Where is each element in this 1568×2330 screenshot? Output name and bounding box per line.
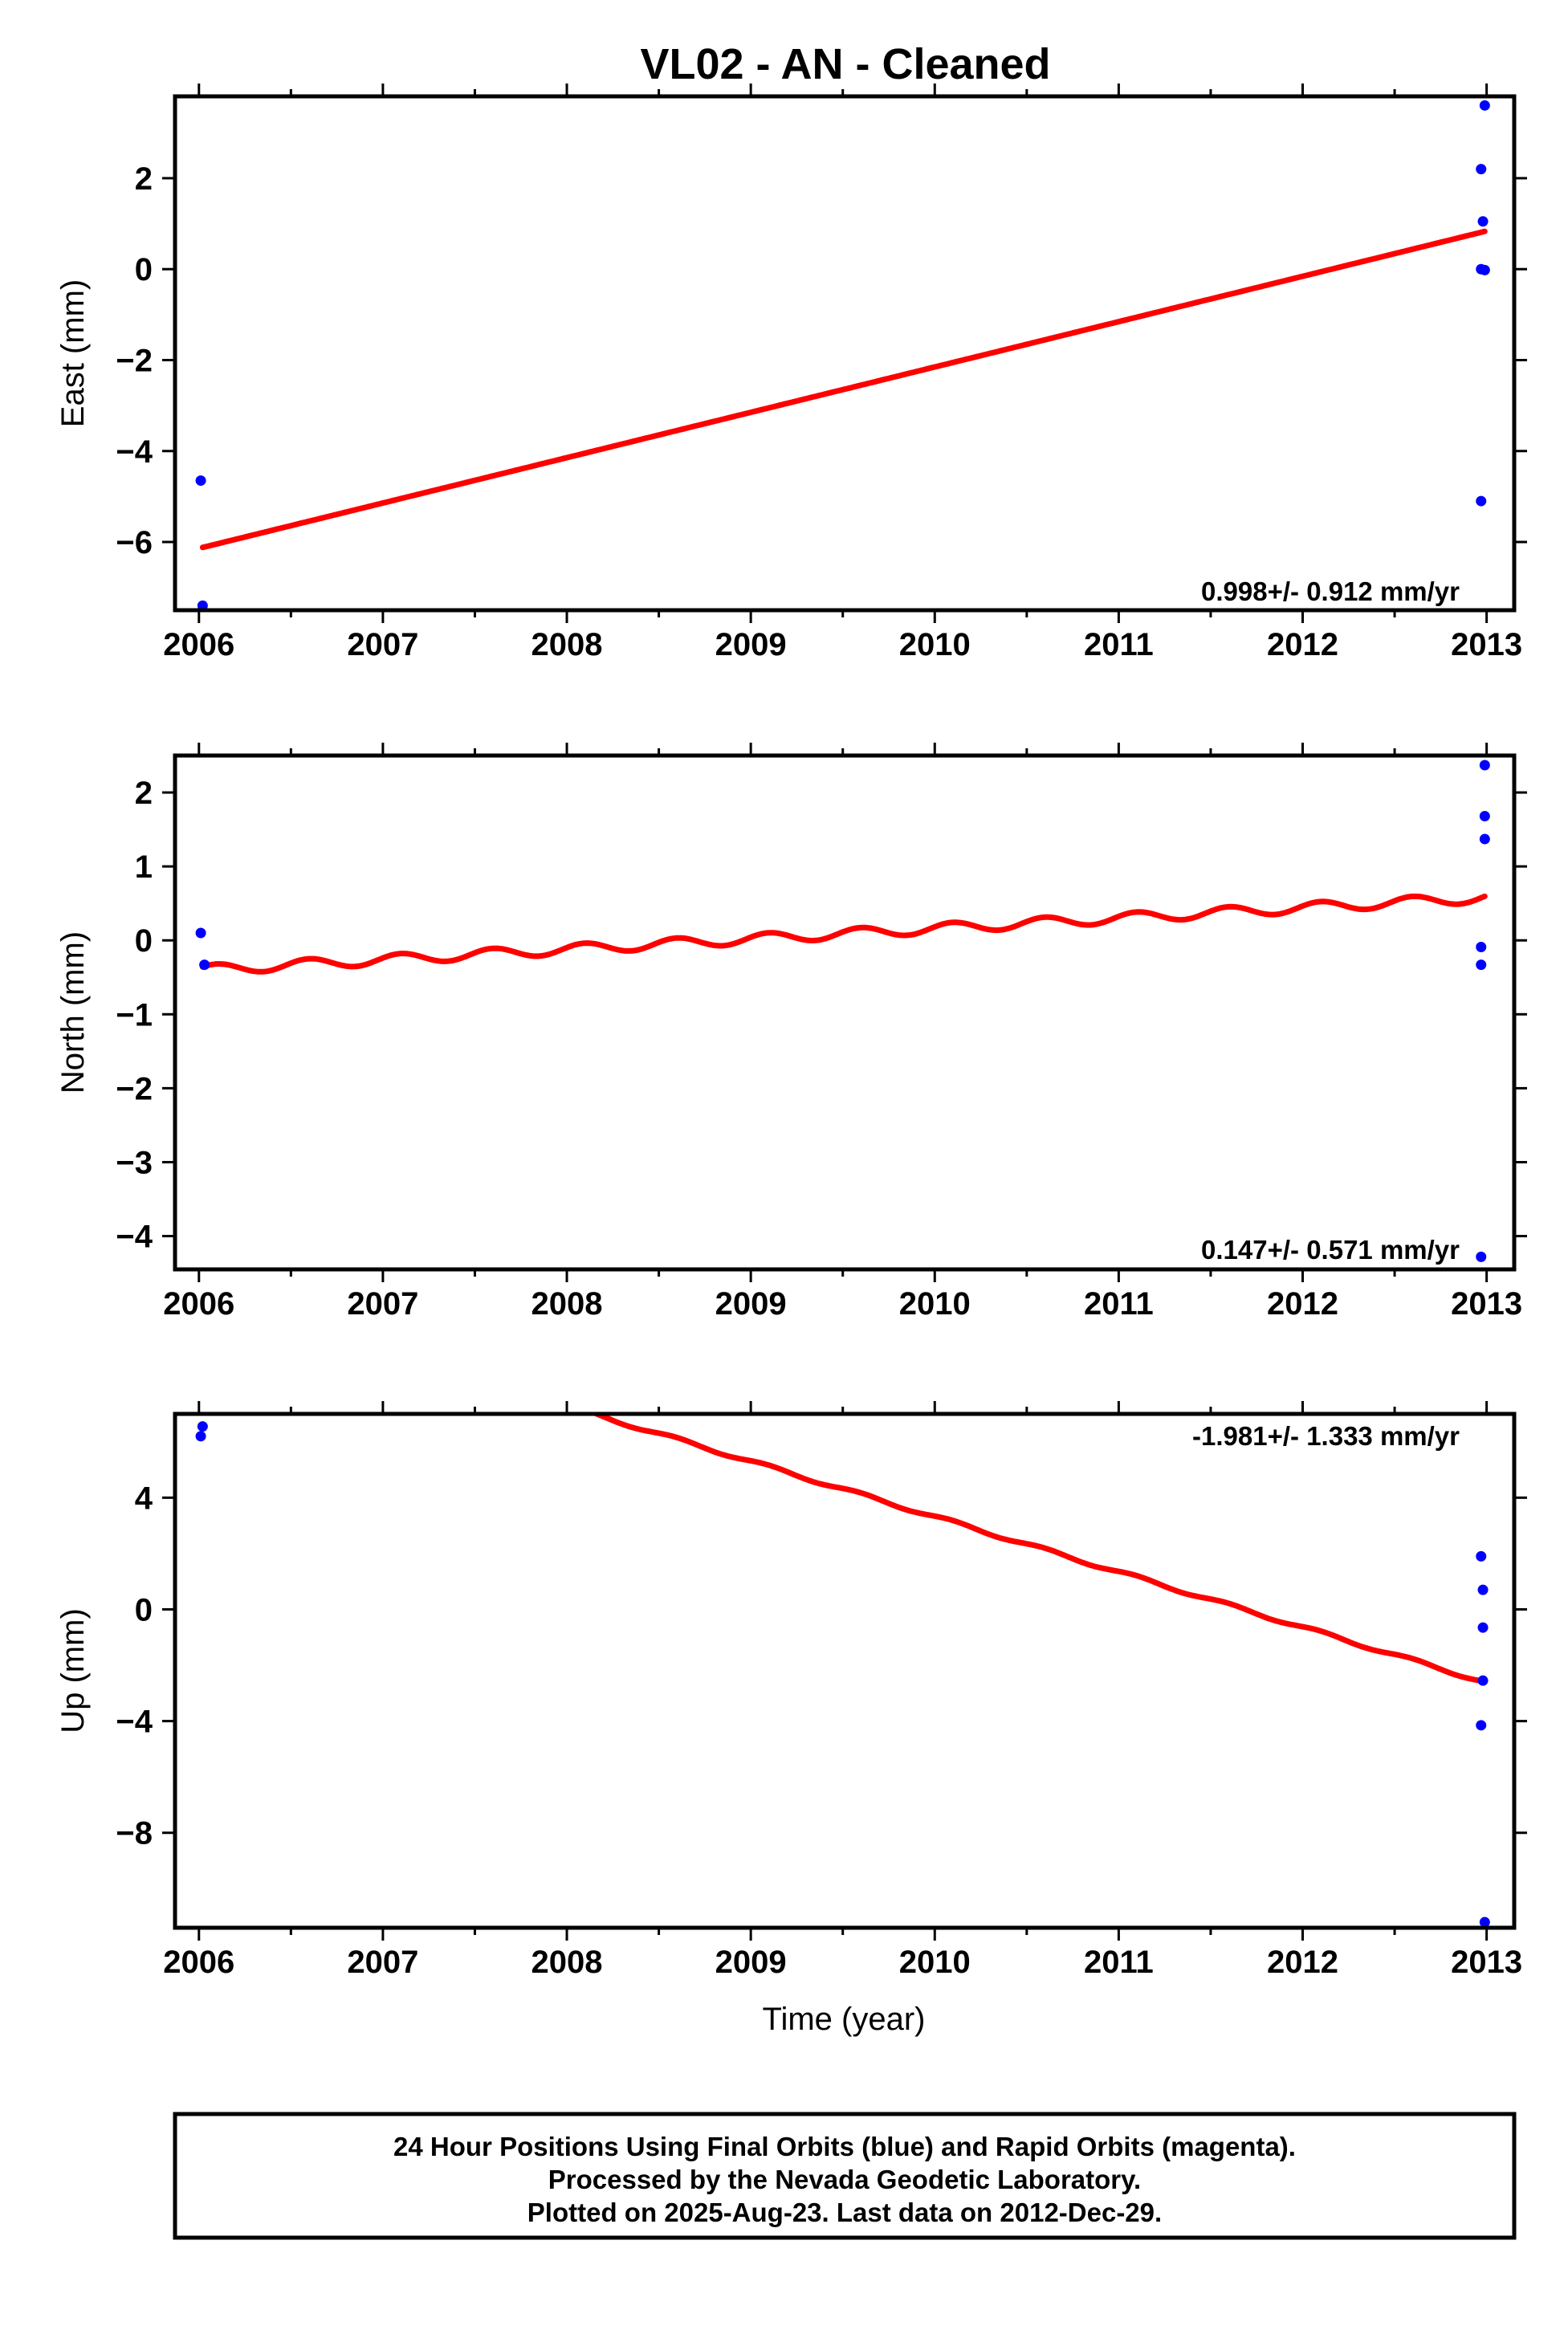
footer-box: 24 Hour Positions Using Final Orbits (bl… xyxy=(173,2112,1517,2240)
east-data-point xyxy=(1479,100,1490,111)
up-data-point xyxy=(1477,1675,1489,1686)
up-plot-frame xyxy=(173,1411,1517,1930)
east-x-tick-label: 2013 xyxy=(1451,627,1522,662)
up-x-tick-label: 2007 xyxy=(347,1945,418,1980)
up-y-axis-label: Up (mm) xyxy=(55,1608,91,1733)
east-x-tick-label: 2010 xyxy=(899,627,971,662)
east-ticks: 2006 2007 2008 2009 2010 2011 2012 2013 2 0 −2 −4 −6 xyxy=(116,84,1527,662)
footer-line-3: Plotted on 2025-Aug-23. Last data on 201… xyxy=(527,2198,1162,2227)
north-x-tick-label: 2013 xyxy=(1451,1286,1522,1322)
north-y-tick-label: −3 xyxy=(116,1145,153,1180)
east-x-tick-label: 2012 xyxy=(1267,627,1338,662)
up-y-tick-label: −8 xyxy=(116,1816,153,1851)
up-points xyxy=(195,1421,1490,1928)
north-x-tick-label: 2010 xyxy=(899,1286,971,1322)
up-x-tick-label: 2013 xyxy=(1451,1945,1522,1980)
east-y-axis-label: East (mm) xyxy=(55,279,91,427)
east-rate-annotation: 0.998+/- 0.912 mm/yr xyxy=(1201,576,1460,606)
east-x-tick-label: 2007 xyxy=(347,627,418,662)
north-data-point xyxy=(1476,959,1487,971)
north-y-tick-label: 1 xyxy=(135,849,153,885)
up-trend-group xyxy=(588,1414,1488,1684)
north-x-tick-label: 2011 xyxy=(1084,1286,1154,1322)
north-y-tick-label: −2 xyxy=(116,1071,153,1106)
up-trend-line xyxy=(588,1414,1488,1684)
east-x-tick-label: 2009 xyxy=(715,627,787,662)
footer-frame xyxy=(173,2112,1517,2240)
up-x-tick-label: 2009 xyxy=(715,1945,787,1980)
up-data-point xyxy=(197,1421,208,1432)
north-data-point xyxy=(195,927,206,939)
east-y-tick-label: 2 xyxy=(135,161,153,197)
up-data-point xyxy=(195,1431,206,1442)
up-y-tick-label: 4 xyxy=(135,1481,153,1516)
east-data-point xyxy=(1476,164,1487,175)
east-x-tick-label: 2011 xyxy=(1084,627,1154,662)
east-data-point xyxy=(1476,495,1487,507)
east-x-tick-label: 2008 xyxy=(531,627,603,662)
east-plot-frame xyxy=(173,94,1517,613)
east-data-point xyxy=(195,475,206,487)
north-y-tick-label: 0 xyxy=(135,923,153,959)
east-y-tick-label: −4 xyxy=(116,434,153,470)
north-plot-frame xyxy=(173,753,1517,1272)
footer-line-2: Processed by the Nevada Geodetic Laborat… xyxy=(548,2165,1141,2194)
up-data-point xyxy=(1476,1550,1487,1562)
north-data-point xyxy=(1476,1251,1487,1262)
north-data-point xyxy=(199,959,210,971)
north-x-tick-label: 2006 xyxy=(163,1286,234,1322)
up-data-point xyxy=(1477,1622,1489,1633)
north-data-point xyxy=(1479,760,1490,771)
north-data-point xyxy=(1479,833,1490,845)
up-data-point xyxy=(1477,1584,1489,1595)
north-trend-group xyxy=(199,893,1488,975)
east-trend-group xyxy=(199,228,1488,551)
north-trend-line xyxy=(199,893,1488,975)
east-x-tick-label: 2006 xyxy=(163,627,234,662)
up-rate-annotation: -1.981+/- 1.333 mm/yr xyxy=(1192,1421,1460,1451)
north-y-axis-label: North (mm) xyxy=(55,931,91,1094)
north-rate-annotation: 0.147+/- 0.571 mm/yr xyxy=(1201,1235,1460,1265)
north-x-tick-label: 2009 xyxy=(715,1286,787,1322)
north-x-tick-label: 2008 xyxy=(531,1286,603,1322)
east-trend-line xyxy=(199,228,1488,551)
north-data-point xyxy=(1476,942,1487,953)
up-data-point xyxy=(1476,1720,1487,1731)
east-panel: 2006 2007 2008 2009 2010 2011 2012 2013 2 0 −2 −4 −6… xyxy=(55,84,1527,662)
east-data-point xyxy=(1479,264,1490,275)
up-x-tick-label: 2008 xyxy=(531,1945,603,1980)
north-ticks: 2006 2007 2008 2009 2010 2011 2012 2013 2 1 0 −1 −2 −… xyxy=(116,743,1527,1322)
x-axis-label: Time (year) xyxy=(763,2002,926,2037)
north-panel: 2006 2007 2008 2009 2010 2011 2012 2013 2 1 0 −1 −2 −… xyxy=(55,743,1527,1322)
north-y-tick-label: 2 xyxy=(135,776,153,811)
footer-line-1: 24 Hour Positions Using Final Orbits (bl… xyxy=(393,2132,1296,2161)
east-y-tick-label: −6 xyxy=(116,525,153,560)
north-x-tick-label: 2012 xyxy=(1267,1286,1338,1322)
up-panel: 2006 2007 2008 2009 2010 2011 2012 2013 4 0 −4 −8 U… xyxy=(55,1401,1527,2037)
north-y-tick-label: −1 xyxy=(116,997,153,1033)
up-y-tick-label: 0 xyxy=(135,1592,153,1627)
up-x-tick-label: 2011 xyxy=(1084,1945,1154,1980)
east-data-point xyxy=(197,600,208,610)
east-data-point xyxy=(1477,216,1489,227)
up-y-tick-label: −4 xyxy=(116,1705,153,1740)
north-data-point xyxy=(1479,811,1490,822)
up-x-tick-label: 2006 xyxy=(163,1945,234,1980)
figure-title: VL02 - AN - Cleaned xyxy=(640,40,1050,88)
east-points xyxy=(195,100,1490,610)
up-ticks: 2006 2007 2008 2009 2010 2011 2012 2013 4 0 −4 −8 xyxy=(116,1401,1527,1980)
up-data-point xyxy=(1479,1917,1490,1928)
east-y-tick-label: 0 xyxy=(135,252,153,287)
north-y-tick-label: −4 xyxy=(116,1220,153,1255)
north-points xyxy=(195,760,1490,1262)
north-x-tick-label: 2007 xyxy=(347,1286,418,1322)
up-x-tick-label: 2010 xyxy=(899,1945,971,1980)
up-x-tick-label: 2012 xyxy=(1267,1945,1338,1980)
east-y-tick-label: −2 xyxy=(116,343,153,378)
